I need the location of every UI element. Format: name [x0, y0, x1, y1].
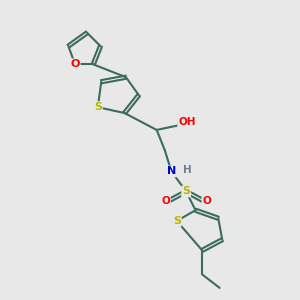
Text: N: N [167, 167, 176, 176]
Text: O: O [202, 196, 211, 206]
Text: O: O [70, 59, 80, 69]
Text: S: S [182, 187, 190, 196]
Text: O: O [161, 196, 170, 206]
Text: S: S [94, 102, 102, 112]
Text: H: H [183, 165, 192, 175]
Text: S: S [173, 216, 181, 226]
Text: OH: OH [178, 117, 196, 128]
